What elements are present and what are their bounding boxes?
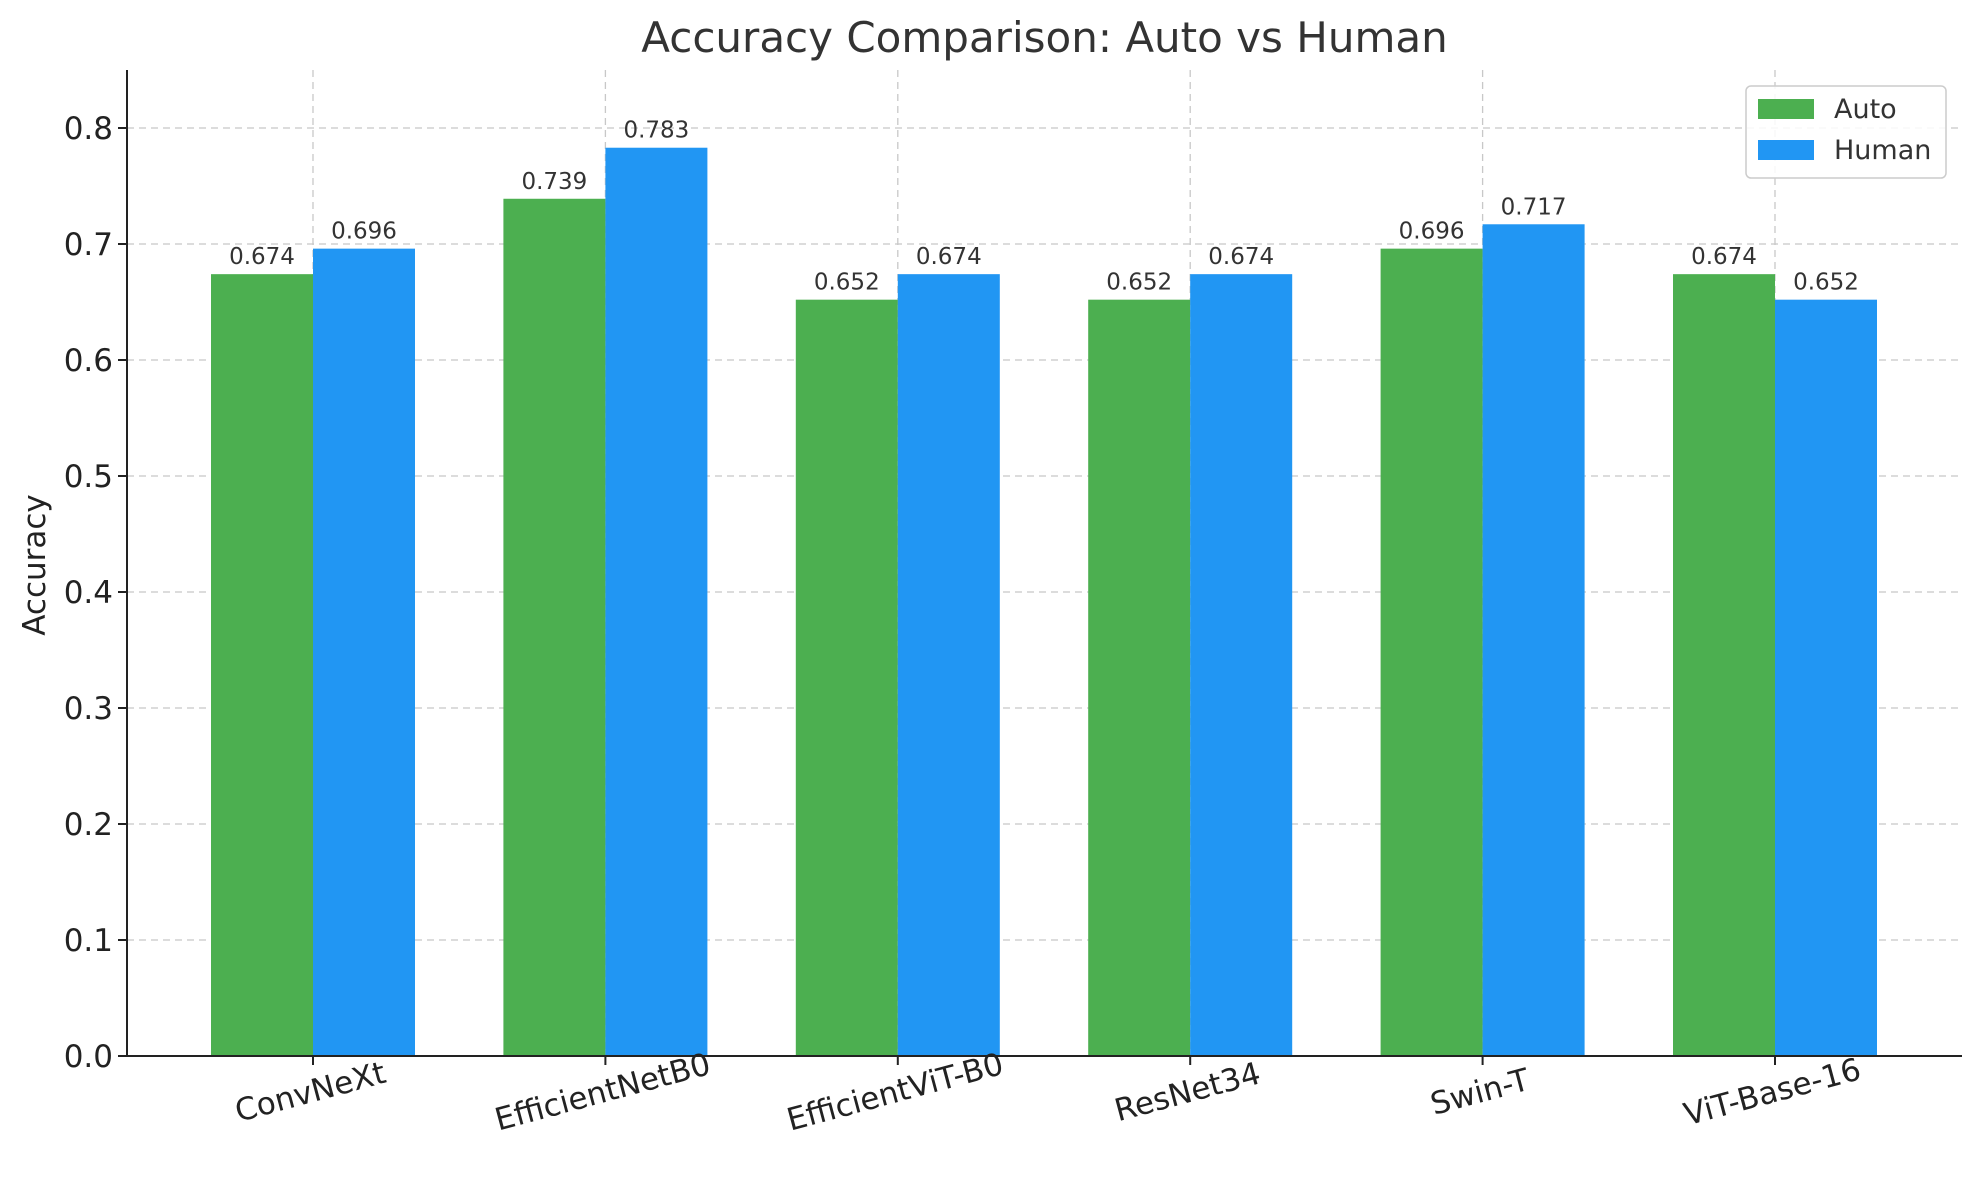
x-tick-label: EfficientNetB0	[491, 1046, 714, 1138]
value-label: 0.696	[1399, 219, 1465, 245]
bar-human-convnext	[313, 248, 415, 1056]
legend-swatch-auto	[1758, 99, 1814, 119]
value-label: 0.696	[331, 219, 397, 245]
bar-auto-convnext	[211, 274, 313, 1056]
value-label: 0.674	[1208, 244, 1274, 270]
x-tick-label: EfficientViT-B0	[783, 1046, 1007, 1138]
y-tick-label: 0.8	[64, 111, 113, 147]
legend-label-auto: Auto	[1834, 94, 1897, 125]
value-label: 0.783	[623, 118, 689, 144]
y-tick-label: 0.4	[64, 575, 113, 611]
value-labels: 0.674 0.739 0.652 0.652 0.696 0.674 0.696 0.783…	[229, 118, 1859, 296]
bars	[211, 147, 1877, 1057]
value-label: 0.674	[229, 244, 295, 270]
bar-human-swin-t	[1482, 224, 1585, 1056]
bar-auto-efficientvit-b0	[795, 299, 898, 1056]
legend: Auto Human	[1745, 85, 1947, 179]
legend-swatch-human	[1758, 140, 1814, 160]
x-tick-label: ConvNeXt	[231, 1055, 389, 1130]
bar-auto-swin-t	[1380, 248, 1483, 1056]
y-tick-label: 0.2	[64, 807, 113, 843]
value-label: 0.652	[814, 270, 880, 296]
value-label: 0.674	[916, 244, 982, 270]
y-tick-label: 0.3	[64, 691, 113, 727]
value-label: 0.674	[1691, 244, 1757, 270]
bar-human-efficientvit-b0	[897, 274, 1000, 1056]
value-label: 0.652	[1793, 270, 1859, 296]
bar-human-efficientnetb0	[605, 147, 708, 1057]
x-tick-label: Swin-T	[1427, 1062, 1534, 1123]
bar-auto-vit-base-16	[1673, 274, 1775, 1056]
x-tick-labels: ConvNeXt EfficientNetB0 EfficientViT-B0 Res…	[231, 1046, 1864, 1138]
value-label: 0.652	[1106, 270, 1172, 296]
x-tick-label: ResNet34	[1111, 1056, 1264, 1129]
value-label: 0.739	[521, 169, 587, 195]
legend-label-human: Human	[1834, 135, 1931, 166]
y-axis-title: Accuracy	[17, 494, 53, 636]
bar-auto-efficientnetb0	[503, 198, 606, 1056]
bar-auto-resnet34	[1088, 299, 1191, 1056]
bar-human-vit-base-16	[1775, 299, 1877, 1056]
y-tick-label: 0.1	[64, 923, 113, 959]
axes	[118, 70, 1962, 1065]
y-tick-labels: 0.0 0.1 0.2 0.3 0.4 0.5 0.6 0.7 0.8	[64, 111, 113, 1075]
x-tick-label: ViT-Base-16	[1680, 1051, 1865, 1133]
y-tick-label: 0.0	[64, 1039, 113, 1075]
y-tick-label: 0.7	[64, 227, 113, 263]
y-tick-label: 0.6	[64, 343, 113, 379]
chart-title: Accuracy Comparison: Auto vs Human	[641, 13, 1448, 62]
bar-human-resnet34	[1190, 274, 1293, 1056]
y-tick-label: 0.5	[64, 459, 113, 495]
value-label: 0.717	[1501, 194, 1567, 220]
